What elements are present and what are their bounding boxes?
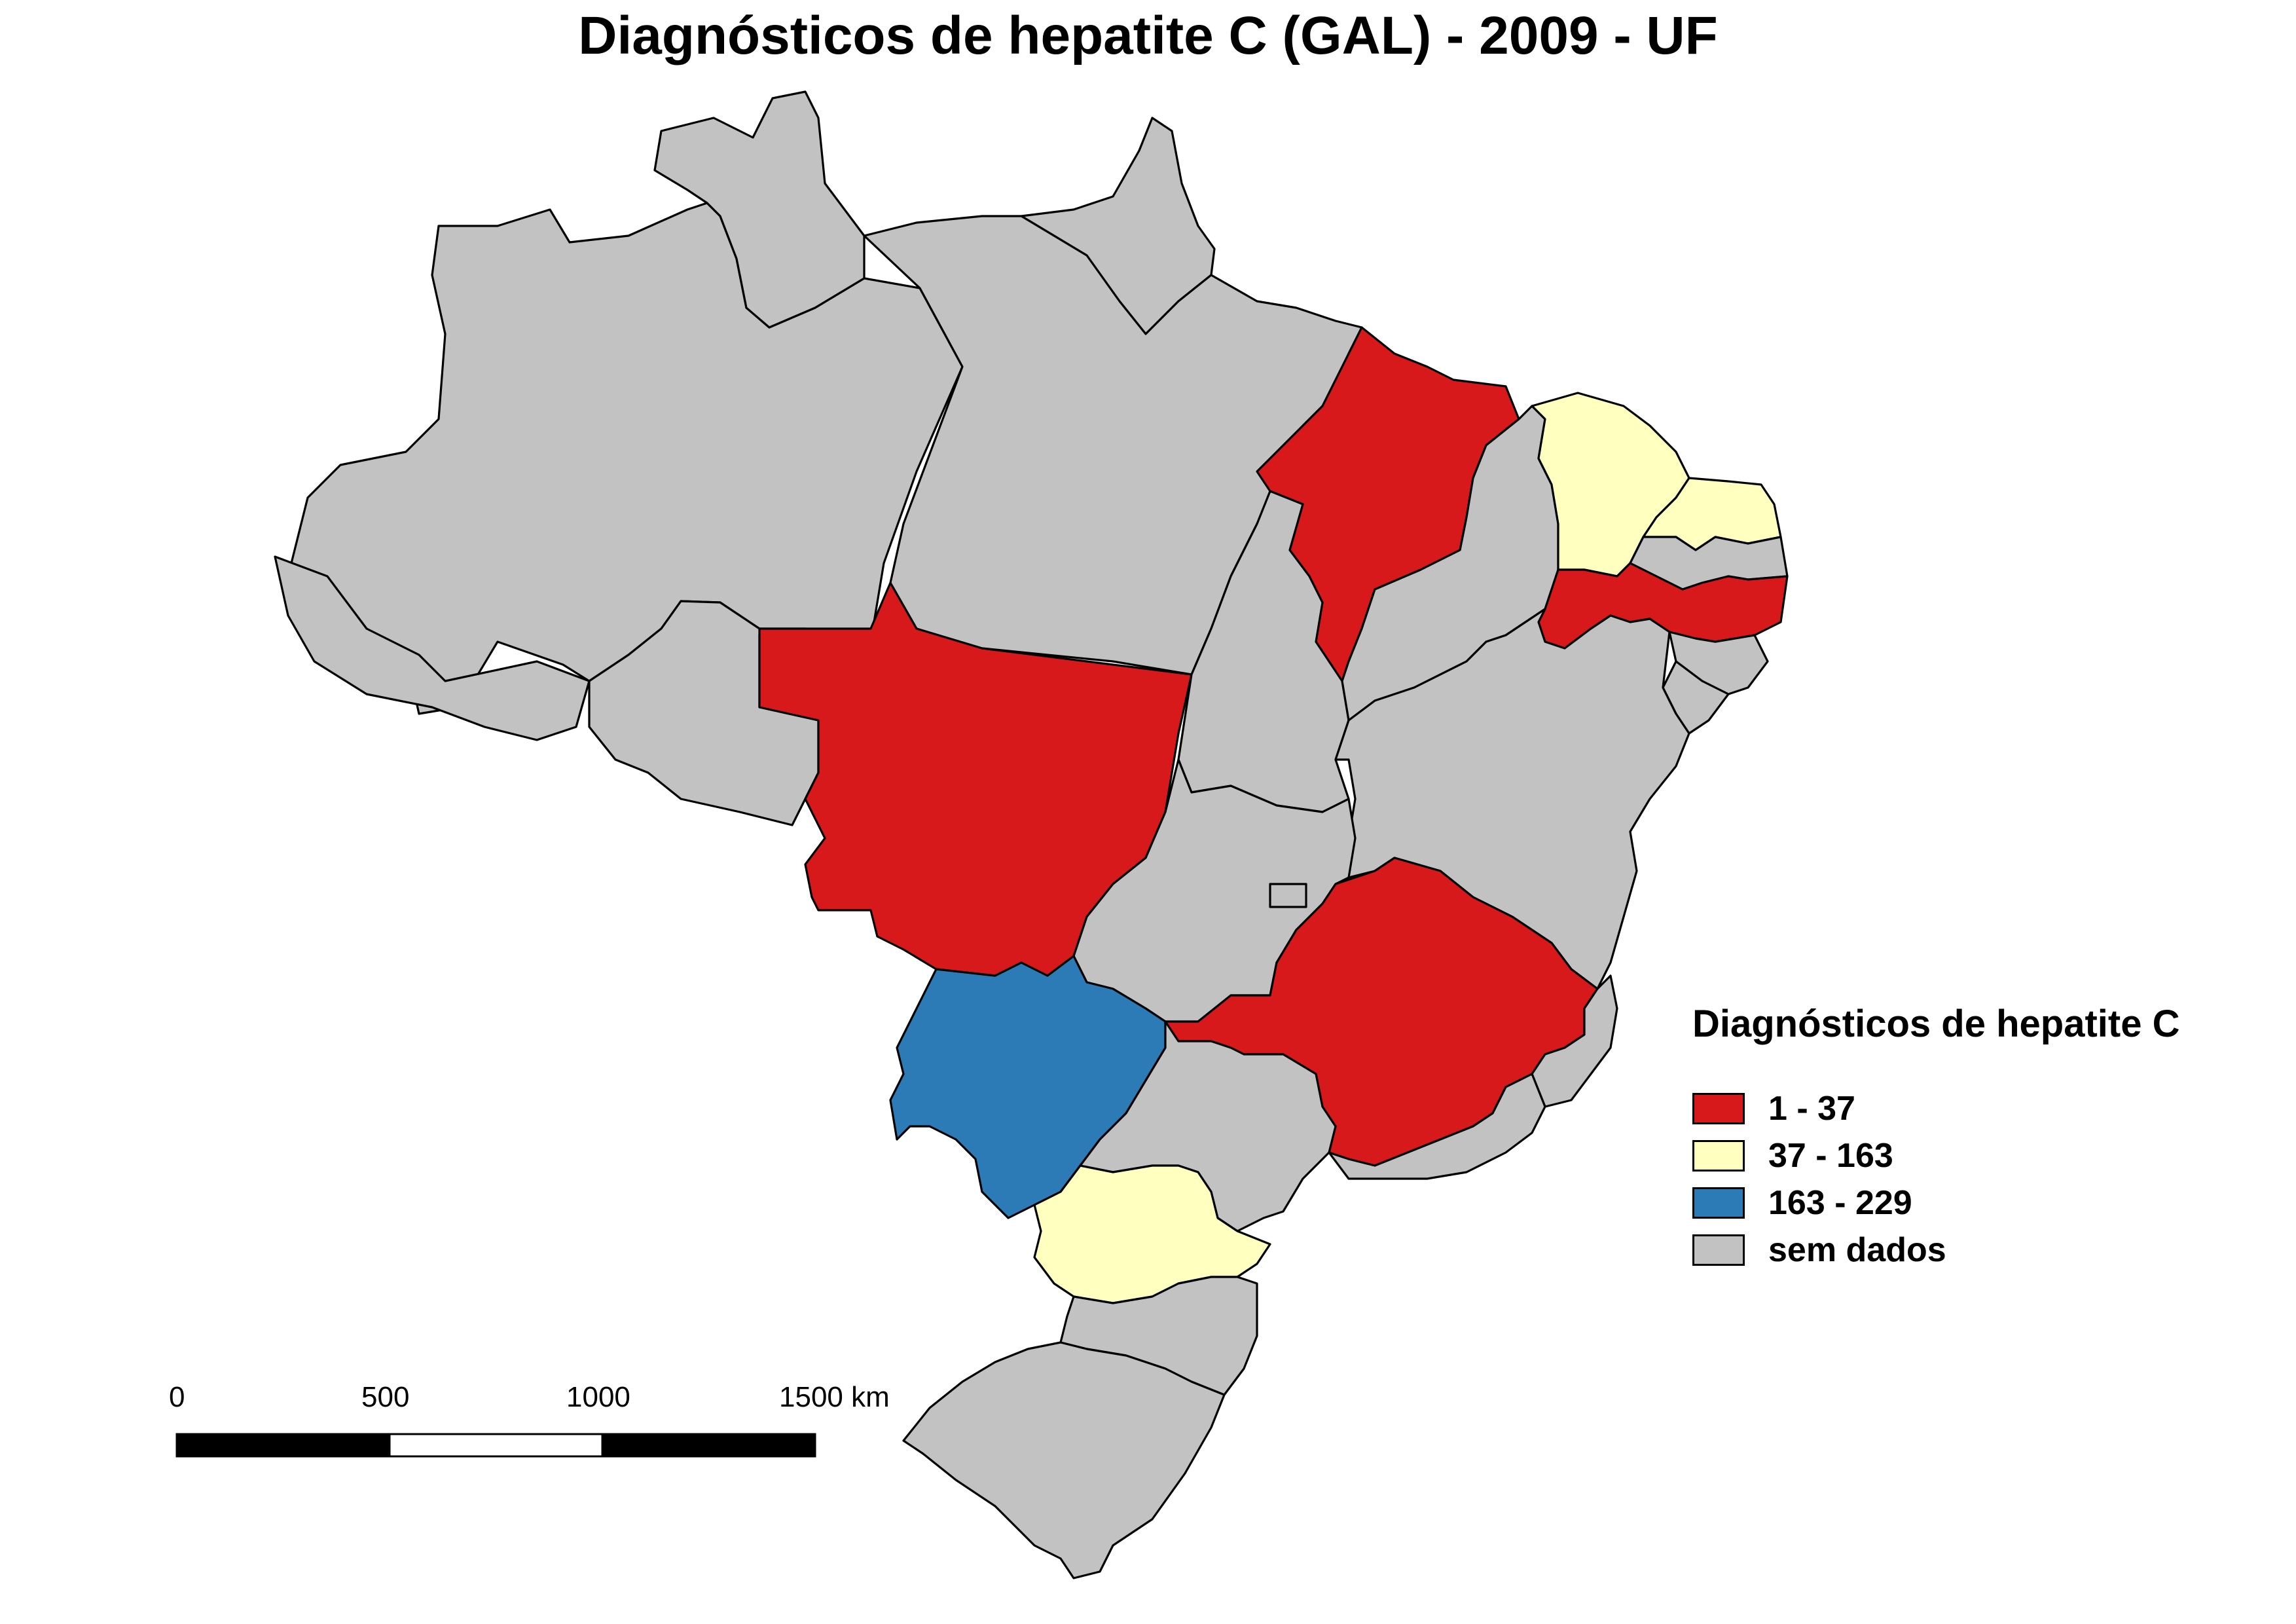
legend-label: 163 - 229 bbox=[1768, 1184, 1912, 1222]
map-title: Diagnósticos de hepatite C (GAL) - 2009 … bbox=[578, 6, 1718, 65]
legend-item: 37 - 163 bbox=[1692, 1132, 2179, 1179]
state-rs bbox=[902, 1341, 1226, 1579]
scale-label-500: 500 bbox=[361, 1381, 409, 1413]
legend-items: 1 - 37 37 - 163 163 - 229 sem dados bbox=[1692, 1085, 2179, 1274]
state-sp bbox=[1079, 1020, 1337, 1232]
legend-swatch bbox=[1692, 1140, 1745, 1172]
legend-item: sem dados bbox=[1692, 1227, 2179, 1274]
state-rr bbox=[653, 90, 866, 329]
scale-label-0: 0 bbox=[169, 1381, 185, 1413]
state-df bbox=[1269, 883, 1307, 908]
legend-swatch bbox=[1692, 1234, 1745, 1266]
legend-label: sem dados bbox=[1768, 1231, 1946, 1269]
scale-label-1500: 1500 km bbox=[779, 1381, 890, 1413]
legend: Diagnósticos de hepatite C 1 - 37 37 - 1… bbox=[1692, 1002, 2179, 1274]
scale-segment-3 bbox=[601, 1433, 816, 1458]
legend-swatch bbox=[1692, 1187, 1745, 1219]
legend-swatch bbox=[1692, 1093, 1745, 1124]
scale-bar: 0 500 1000 1500 km bbox=[169, 1381, 890, 1458]
state-ac bbox=[274, 555, 591, 741]
scale-segment-1 bbox=[175, 1433, 391, 1458]
legend-item: 163 - 229 bbox=[1692, 1179, 2179, 1227]
legend-title: Diagnósticos de hepatite C bbox=[1692, 1003, 2180, 1045]
scale-label-1000: 1000 bbox=[566, 1381, 630, 1413]
legend-label: 1 - 37 bbox=[1768, 1090, 1855, 1128]
state-rj bbox=[1328, 1073, 1546, 1180]
scale-segment-2 bbox=[388, 1433, 604, 1458]
legend-label: 37 - 163 bbox=[1768, 1137, 1893, 1175]
legend-item: 1 - 37 bbox=[1692, 1085, 2179, 1132]
